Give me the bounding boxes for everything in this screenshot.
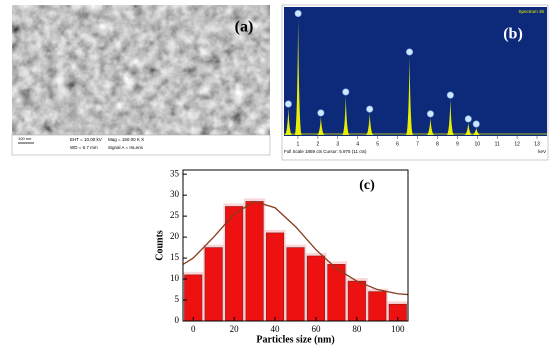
sem-info: Mag = 150.00 K X [108, 137, 144, 142]
x-tick-label: 10 [474, 141, 480, 147]
x-tick-label: 6 [396, 141, 399, 147]
sem-info: EHT = 10.00 kV [70, 137, 102, 142]
peak-marker [464, 115, 472, 123]
spectrum-peak [464, 122, 472, 135]
y-axis-label: Counts [154, 230, 165, 261]
spectrum-name: Spectrum 36 [518, 9, 544, 14]
panel-label: (c) [359, 178, 375, 193]
bar [245, 201, 264, 322]
peak-marker [342, 88, 350, 96]
x-tick-label: 100 [391, 324, 405, 334]
spectrum-peak [366, 113, 374, 135]
bar [204, 247, 223, 322]
peak-marker [472, 120, 480, 128]
bar [266, 232, 285, 322]
x-tick-label: 2 [316, 141, 319, 147]
bar [347, 280, 366, 322]
sem-image [12, 5, 270, 135]
fit-curve [182, 200, 409, 296]
x-tick-label: 13 [534, 141, 540, 147]
panel-label: (b) [503, 26, 523, 43]
x-tick-label: 7 [416, 141, 419, 147]
y-tick-label: 5 [175, 294, 180, 304]
panel-label: (a) [235, 19, 254, 36]
bar [184, 274, 203, 322]
x-tick-label: 1 [297, 141, 300, 147]
spectrum-peak [317, 116, 325, 135]
x-tick-label: 8 [436, 141, 439, 147]
peak-marker [366, 105, 374, 113]
peak-marker [426, 110, 434, 118]
sem-info: WD = 5.7 mm [70, 145, 98, 150]
x-axis-label: Particles size (nm) [256, 334, 334, 345]
y-tick-label: 25 [170, 210, 180, 220]
x-tick-label: 12 [514, 141, 520, 147]
x-tick-label: 5 [376, 141, 379, 147]
sem-info: Signal A = InLens [108, 145, 144, 150]
bar [306, 255, 325, 322]
x-tick-label: 40 [271, 324, 281, 334]
spectrum-peak [426, 117, 434, 135]
x-tick-label: 80 [352, 324, 362, 334]
x-tick-label: 11 [495, 141, 500, 147]
peak-marker [294, 10, 302, 18]
axes-box [182, 169, 409, 322]
y-tick-label: 10 [170, 273, 180, 283]
x-tick-label: 3 [336, 141, 339, 147]
bar [286, 247, 305, 322]
peak-marker [284, 100, 292, 108]
spectrum-peak [294, 17, 302, 135]
peak-marker [406, 48, 414, 56]
spectrum-plot [284, 7, 547, 136]
x-tick-label: 20 [230, 324, 240, 334]
spectrum-peak [342, 95, 350, 135]
x-tick-label: 4 [356, 141, 359, 147]
x-tick-label: 60 [311, 324, 321, 334]
spectrum-peak [446, 99, 454, 135]
bar [225, 206, 244, 322]
scale-bar-label: 100 nm [18, 136, 32, 141]
y-tick-label: 35 [170, 168, 180, 178]
y-tick-label: 0 [175, 315, 180, 325]
x-unit: keV [538, 149, 546, 154]
spectrum-footer: Full Scale 1859 cts Cursor: 5.975 (11 ct… [284, 149, 367, 154]
x-tick-label: 9 [456, 141, 459, 147]
sem-info-bar [11, 134, 271, 156]
spectrum-peak [406, 55, 414, 135]
y-tick-label: 15 [170, 252, 180, 262]
spectrum-peak [284, 108, 292, 135]
y-tick-label: 20 [170, 231, 180, 241]
y-tick-label: 30 [170, 189, 180, 199]
x-tick-label: 0 [191, 324, 196, 334]
peak-marker [317, 109, 325, 117]
spectrum-peak [472, 128, 480, 135]
bar [368, 291, 387, 322]
peak-marker [446, 91, 454, 99]
